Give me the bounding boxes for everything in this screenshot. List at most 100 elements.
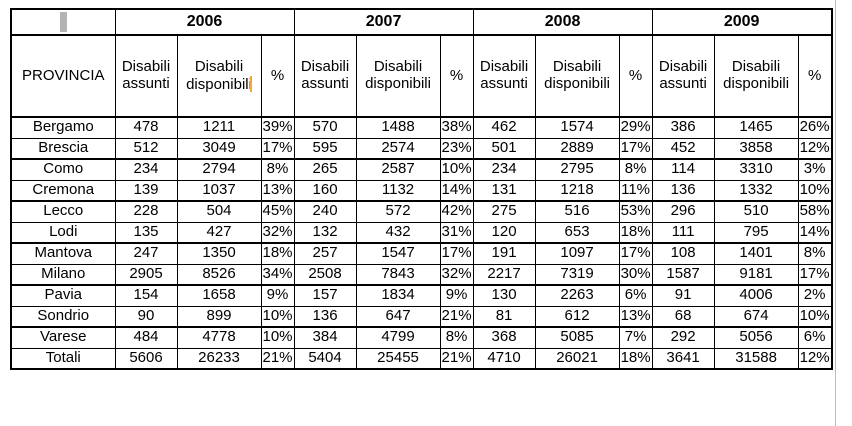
cell-milano-2009-assunti[interactable]: 1587 — [651, 263, 715, 286]
cell-bergamo-2006-assunti[interactable]: 478 — [114, 116, 178, 139]
row-label-mantova[interactable]: Mantova — [10, 242, 116, 265]
cell-varese-2009-assunti[interactable]: 292 — [651, 326, 715, 349]
cell-pavia-2009-disponibili[interactable]: 4006 — [713, 284, 799, 307]
row-label-pavia[interactable]: Pavia — [10, 284, 116, 307]
cell-brescia-2009-assunti[interactable]: 452 — [651, 137, 715, 160]
cell-cremona-2009-percent[interactable]: 10% — [797, 179, 833, 202]
cell-varese-2009-percent[interactable]: 6% — [797, 326, 833, 349]
subheader-2006-disponibili[interactable]: Disabili disponibili — [176, 34, 262, 118]
cell-bergamo-2009-disponibili[interactable]: 1465 — [713, 116, 799, 139]
cell-como-2009-percent[interactable]: 3% — [797, 158, 833, 181]
cell-lodi-2007-percent[interactable]: 31% — [439, 221, 474, 244]
cell-lecco-2007-disponibili[interactable]: 572 — [355, 200, 441, 223]
cell-milano-2008-assunti[interactable]: 2217 — [472, 263, 536, 286]
corner-cell[interactable] — [10, 8, 116, 36]
cell-varese-2008-percent[interactable]: 7% — [618, 326, 653, 349]
cell-cremona-2007-disponibili[interactable]: 1132 — [355, 179, 441, 202]
subheader-2008-assunti[interactable]: Disabili assunti — [472, 34, 536, 118]
subheader-2008-percent[interactable]: % — [618, 34, 653, 118]
row-label-brescia[interactable]: Brescia — [10, 137, 116, 160]
cell-brescia-2008-assunti[interactable]: 501 — [472, 137, 536, 160]
cell-totali-2007-percent[interactable]: 21% — [439, 347, 474, 370]
row-label-varese[interactable]: Varese — [10, 326, 116, 349]
cell-sondrio-2008-disponibili[interactable]: 612 — [534, 305, 620, 328]
row-label-lecco[interactable]: Lecco — [10, 200, 116, 223]
cell-lodi-2006-disponibili[interactable]: 427 — [176, 221, 262, 244]
cell-milano-2006-assunti[interactable]: 2905 — [114, 263, 178, 286]
provincia-header[interactable]: PROVINCIA — [10, 34, 116, 118]
cell-cremona-2008-percent[interactable]: 11% — [618, 179, 653, 202]
cell-cremona-2009-disponibili[interactable]: 1332 — [713, 179, 799, 202]
cell-milano-2006-percent[interactable]: 34% — [260, 263, 295, 286]
cell-lecco-2006-assunti[interactable]: 228 — [114, 200, 178, 223]
cell-bergamo-2009-assunti[interactable]: 386 — [651, 116, 715, 139]
cell-lodi-2006-percent[interactable]: 32% — [260, 221, 295, 244]
year-header-2006[interactable]: 2006 — [114, 8, 295, 36]
cell-cremona-2007-assunti[interactable]: 160 — [293, 179, 357, 202]
cell-pavia-2006-assunti[interactable]: 154 — [114, 284, 178, 307]
cell-varese-2007-assunti[interactable]: 384 — [293, 326, 357, 349]
cell-sondrio-2006-percent[interactable]: 10% — [260, 305, 295, 328]
cell-como-2007-assunti[interactable]: 265 — [293, 158, 357, 181]
cell-bergamo-2006-percent[interactable]: 39% — [260, 116, 295, 139]
cell-pavia-2009-assunti[interactable]: 91 — [651, 284, 715, 307]
cell-totali-2006-disponibili[interactable]: 26233 — [176, 347, 262, 370]
cell-brescia-2007-percent[interactable]: 23% — [439, 137, 474, 160]
row-label-cremona[interactable]: Cremona — [10, 179, 116, 202]
cell-totali-2007-disponibili[interactable]: 25455 — [355, 347, 441, 370]
cell-totali-2007-assunti[interactable]: 5404 — [293, 347, 357, 370]
cell-brescia-2008-disponibili[interactable]: 2889 — [534, 137, 620, 160]
cell-lecco-2008-disponibili[interactable]: 516 — [534, 200, 620, 223]
cell-sondrio-2008-percent[interactable]: 13% — [618, 305, 653, 328]
cell-lecco-2007-assunti[interactable]: 240 — [293, 200, 357, 223]
subheader-2009-disponibili[interactable]: Disabili disponibili — [713, 34, 799, 118]
cell-pavia-2007-disponibili[interactable]: 1834 — [355, 284, 441, 307]
cell-milano-2009-percent[interactable]: 17% — [797, 263, 833, 286]
cell-sondrio-2009-disponibili[interactable]: 674 — [713, 305, 799, 328]
row-label-milano[interactable]: Milano — [10, 263, 116, 286]
cell-lodi-2009-percent[interactable]: 14% — [797, 221, 833, 244]
cell-como-2008-percent[interactable]: 8% — [618, 158, 653, 181]
cell-milano-2009-disponibili[interactable]: 9181 — [713, 263, 799, 286]
cell-cremona-2006-percent[interactable]: 13% — [260, 179, 295, 202]
subheader-2009-percent[interactable]: % — [797, 34, 833, 118]
cell-como-2008-disponibili[interactable]: 2795 — [534, 158, 620, 181]
cell-lodi-2008-percent[interactable]: 18% — [618, 221, 653, 244]
cell-brescia-2006-disponibili[interactable]: 3049 — [176, 137, 262, 160]
cell-cremona-2007-percent[interactable]: 14% — [439, 179, 474, 202]
cell-totali-2009-assunti[interactable]: 3641 — [651, 347, 715, 370]
year-header-2008[interactable]: 2008 — [472, 8, 653, 36]
cell-mantova-2009-percent[interactable]: 8% — [797, 242, 833, 265]
cell-como-2006-disponibili[interactable]: 2794 — [176, 158, 262, 181]
cell-como-2007-disponibili[interactable]: 2587 — [355, 158, 441, 181]
cell-sondrio-2007-disponibili[interactable]: 647 — [355, 305, 441, 328]
subheader-2007-percent[interactable]: % — [439, 34, 474, 118]
cell-mantova-2007-disponibili[interactable]: 1547 — [355, 242, 441, 265]
cell-milano-2007-assunti[interactable]: 2508 — [293, 263, 357, 286]
cell-totali-2009-percent[interactable]: 12% — [797, 347, 833, 370]
cell-sondrio-2006-assunti[interactable]: 90 — [114, 305, 178, 328]
cell-lodi-2008-assunti[interactable]: 120 — [472, 221, 536, 244]
cell-lodi-2009-assunti[interactable]: 111 — [651, 221, 715, 244]
row-label-bergamo[interactable]: Bergamo — [10, 116, 116, 139]
cell-milano-2008-percent[interactable]: 30% — [618, 263, 653, 286]
cell-mantova-2006-assunti[interactable]: 247 — [114, 242, 178, 265]
cell-sondrio-2007-percent[interactable]: 21% — [439, 305, 474, 328]
row-label-sondrio[interactable]: Sondrio — [10, 305, 116, 328]
subheader-2007-disponibili[interactable]: Disabili disponibili — [355, 34, 441, 118]
cell-pavia-2006-disponibili[interactable]: 1658 — [176, 284, 262, 307]
cell-cremona-2009-assunti[interactable]: 136 — [651, 179, 715, 202]
cell-brescia-2007-assunti[interactable]: 595 — [293, 137, 357, 160]
cell-lodi-2007-assunti[interactable]: 132 — [293, 221, 357, 244]
cell-pavia-2008-percent[interactable]: 6% — [618, 284, 653, 307]
cell-sondrio-2008-assunti[interactable]: 81 — [472, 305, 536, 328]
cell-milano-2007-disponibili[interactable]: 7843 — [355, 263, 441, 286]
cell-cremona-2008-disponibili[interactable]: 1218 — [534, 179, 620, 202]
cell-lecco-2009-assunti[interactable]: 296 — [651, 200, 715, 223]
cell-como-2009-disponibili[interactable]: 3310 — [713, 158, 799, 181]
cell-brescia-2009-disponibili[interactable]: 3858 — [713, 137, 799, 160]
cell-lecco-2009-percent[interactable]: 58% — [797, 200, 833, 223]
cell-varese-2008-assunti[interactable]: 368 — [472, 326, 536, 349]
cell-varese-2007-disponibili[interactable]: 4799 — [355, 326, 441, 349]
cell-bergamo-2009-percent[interactable]: 26% — [797, 116, 833, 139]
